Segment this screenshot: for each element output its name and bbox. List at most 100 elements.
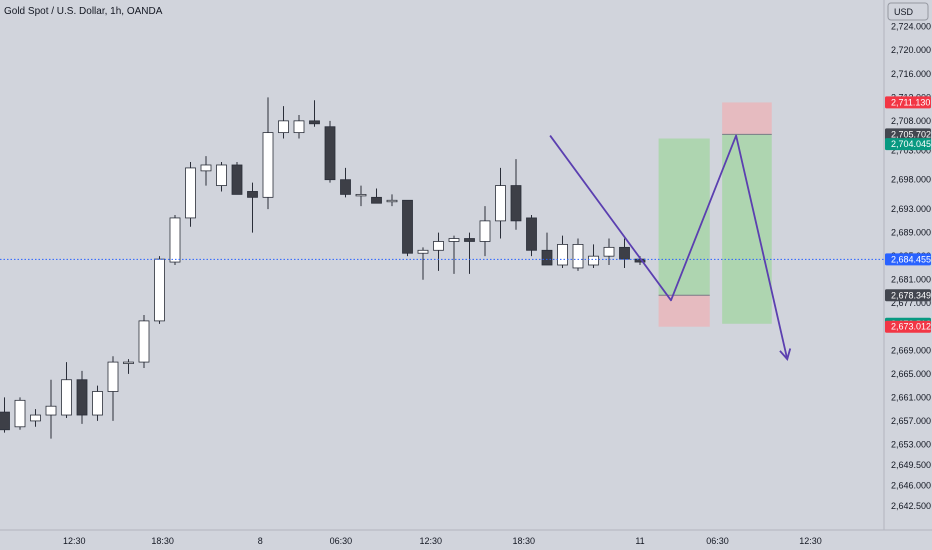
- candle-body: [14, 399, 26, 428]
- chart-title: Gold Spot / U.S. Dollar, 1h, OANDA: [4, 6, 163, 17]
- candle-body: [433, 241, 444, 251]
- projected-path: [549, 134, 792, 361]
- price-axis-tick-label: 2,698.000: [891, 175, 931, 185]
- price-axis-tick-label: 2,653.000: [891, 439, 931, 449]
- price-axis-tick-label: 2,703.000: [891, 145, 931, 155]
- candle: [185, 162, 196, 227]
- candle: [247, 182, 258, 233]
- candle-body: [603, 246, 615, 257]
- candle-body: [123, 361, 134, 364]
- candle-body: [495, 185, 506, 222]
- candle: [61, 362, 72, 418]
- position-1-target-zone[interactable]: [722, 134, 772, 324]
- price-axis-tick-label: 2,649.500: [891, 460, 931, 470]
- candle-body: [479, 220, 491, 242]
- candle-body: [231, 164, 243, 195]
- price-axis-tick-label: 2,693.000: [891, 204, 931, 214]
- candle-body: [0, 411, 10, 431]
- candle: [76, 370, 88, 424]
- candle-body: [76, 379, 88, 416]
- candle: [448, 235, 460, 274]
- candle: [603, 238, 615, 265]
- candle: [572, 238, 584, 271]
- price-axis-tick-label: 2,689.000: [891, 228, 931, 238]
- candle: [293, 114, 305, 139]
- candle-body: [355, 193, 367, 197]
- price-axis-tick-label: 2,677.000: [891, 298, 931, 308]
- time-axis-tick-label: 12:30: [63, 536, 86, 546]
- price-axis-tick-label: 2,661.000: [891, 392, 931, 402]
- price-tag-label: 2,678.349: [891, 290, 931, 300]
- candle-body: [216, 164, 227, 186]
- candle: [107, 356, 119, 421]
- candle-body: [619, 246, 630, 260]
- time-axis-tick-label: 11: [635, 536, 644, 546]
- candle-body: [417, 249, 429, 254]
- price-tag-label: 2,705.702: [891, 129, 931, 139]
- candle-body: [30, 414, 41, 422]
- candle: [14, 397, 26, 430]
- candle: [340, 167, 351, 198]
- price-tag-red: 2,673.012: [885, 320, 931, 333]
- candle: [433, 232, 444, 271]
- price-tag-box: [885, 253, 931, 266]
- time-axis-tick-label: 18:30: [512, 536, 535, 546]
- price-tag-dark: 2,678.349: [885, 289, 931, 302]
- candle: [510, 159, 522, 230]
- price-tag-label: 2,673.012: [891, 322, 931, 332]
- candle-body: [169, 217, 181, 263]
- candle-body: [572, 244, 584, 269]
- candle: [216, 162, 227, 192]
- candle-body: [278, 120, 289, 134]
- position-0-target-zone[interactable]: [658, 138, 710, 296]
- currency-button-label[interactable]: USD: [894, 7, 914, 17]
- position-0-stop-zone[interactable]: [658, 295, 710, 327]
- candle: [495, 167, 506, 239]
- price-tag-box: [885, 320, 931, 333]
- price-axis-tick-label: 2,716.000: [891, 69, 931, 79]
- candle: [588, 244, 599, 268]
- projected-path-line[interactable]: [549, 134, 789, 360]
- candle: [92, 385, 103, 421]
- position-1-stop-zone[interactable]: [722, 102, 772, 135]
- currency-button-box[interactable]: [887, 2, 929, 21]
- candle-body: [402, 199, 413, 254]
- candle-body: [185, 167, 196, 219]
- price-axis-background[interactable]: [884, 0, 932, 550]
- price-axis-tick-label: 2,708.000: [891, 116, 931, 126]
- price-tag-box: [885, 289, 931, 302]
- candle-body: [92, 391, 103, 416]
- candle: [30, 409, 41, 427]
- candles: [0, 97, 646, 439]
- candle: [557, 235, 568, 268]
- time-axis-tick-label: 06:30: [706, 536, 729, 546]
- projected-path-arrowhead: [779, 348, 792, 361]
- currency-button[interactable]: USD: [887, 2, 929, 21]
- candle-body: [324, 126, 336, 181]
- time-axis-tick-label: 12:30: [419, 536, 442, 546]
- price-tag-blue: 2,684.455: [885, 253, 931, 266]
- candle-body: [247, 191, 258, 198]
- time-axis: 12:30 18:30 8 06:30 12:30 18:30 11 06:30 12:30: [63, 536, 822, 546]
- candle-body: [200, 164, 212, 172]
- candle-body: [107, 361, 119, 392]
- candle-body: [386, 199, 398, 203]
- candle-body: [510, 185, 522, 222]
- time-axis-tick-label: 8: [258, 536, 263, 546]
- candle: [386, 194, 398, 207]
- candle: [324, 120, 336, 183]
- price-tag-dark: 2,705.702: [885, 128, 931, 141]
- candle-body: [588, 255, 599, 266]
- price-tag-label: 2,684.455: [891, 254, 931, 264]
- candle-body: [557, 244, 568, 266]
- price-tag-box: [885, 128, 931, 141]
- time-axis-tick-label: 12:30: [799, 536, 822, 546]
- candle-body: [154, 258, 165, 322]
- candle-body: [45, 405, 57, 416]
- price-axis-tick-label: 2,669.000: [891, 345, 931, 355]
- candle-body: [262, 132, 274, 198]
- price-tag-label: 2,704.045: [891, 139, 931, 149]
- price-axis-tick-label: 2,646.000: [891, 481, 931, 491]
